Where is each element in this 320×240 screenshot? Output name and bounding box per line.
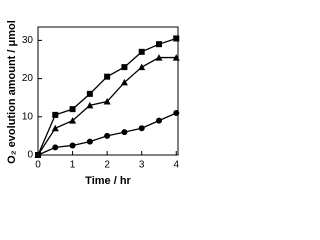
x-axis-label: Time / hr <box>85 175 131 187</box>
marker <box>121 129 128 136</box>
marker <box>120 78 128 86</box>
marker <box>138 63 146 71</box>
marker <box>86 101 94 109</box>
series-line <box>37 56 177 156</box>
y-tick-label: 10 <box>22 111 34 122</box>
marker <box>52 144 59 151</box>
marker <box>35 152 41 158</box>
x-tick-label: 1 <box>70 160 76 171</box>
x-tick-label: 4 <box>173 160 179 171</box>
marker <box>155 54 163 61</box>
x-tick-label: 0 <box>35 160 41 171</box>
plot-frame <box>37 26 179 156</box>
marker <box>172 54 180 61</box>
marker <box>86 90 93 97</box>
marker <box>51 124 59 132</box>
marker <box>173 109 180 116</box>
y-tick-label: 30 <box>22 35 34 46</box>
marker <box>103 98 111 105</box>
y-axis-label: O₂ evolution amount / μmol <box>6 20 18 164</box>
marker <box>104 132 111 139</box>
marker <box>138 48 145 55</box>
y-tick-label: 20 <box>22 73 34 84</box>
marker <box>155 117 162 124</box>
x-tick-label: 3 <box>139 160 145 171</box>
marker <box>86 138 93 145</box>
marker <box>155 41 162 48</box>
marker <box>52 111 59 118</box>
marker <box>121 64 128 71</box>
marker <box>173 35 180 42</box>
x-tick-label: 2 <box>104 160 110 171</box>
marker <box>138 125 145 132</box>
y-tick-label: 0 <box>27 150 33 161</box>
marker <box>69 106 76 113</box>
marker <box>69 142 76 149</box>
marker <box>69 117 77 124</box>
chart: Time / hr O₂ evolution amount / μmol 010… <box>6 20 180 187</box>
marker <box>104 73 111 80</box>
